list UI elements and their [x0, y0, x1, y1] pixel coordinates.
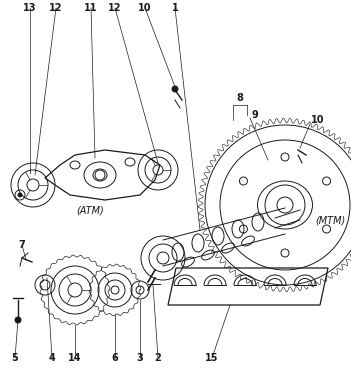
Text: (ATM): (ATM) [76, 205, 104, 215]
Text: 13: 13 [23, 3, 37, 13]
Text: 12: 12 [49, 3, 63, 13]
Text: 3: 3 [137, 353, 143, 363]
Circle shape [172, 86, 178, 92]
Text: 2: 2 [155, 353, 161, 363]
Text: 8: 8 [237, 93, 244, 103]
Text: 4: 4 [49, 353, 55, 363]
Text: 12: 12 [108, 3, 122, 13]
Text: 10: 10 [138, 3, 152, 13]
Text: 10: 10 [311, 115, 325, 125]
Text: 7: 7 [19, 240, 25, 250]
Text: 1: 1 [172, 3, 178, 13]
Text: 14: 14 [68, 353, 82, 363]
Text: (MTM): (MTM) [315, 215, 345, 225]
Circle shape [15, 317, 21, 323]
Text: 6: 6 [112, 353, 118, 363]
Text: 11: 11 [84, 3, 98, 13]
Text: 9: 9 [252, 110, 258, 120]
Text: 5: 5 [12, 353, 18, 363]
Circle shape [18, 193, 22, 197]
Text: 15: 15 [205, 353, 219, 363]
